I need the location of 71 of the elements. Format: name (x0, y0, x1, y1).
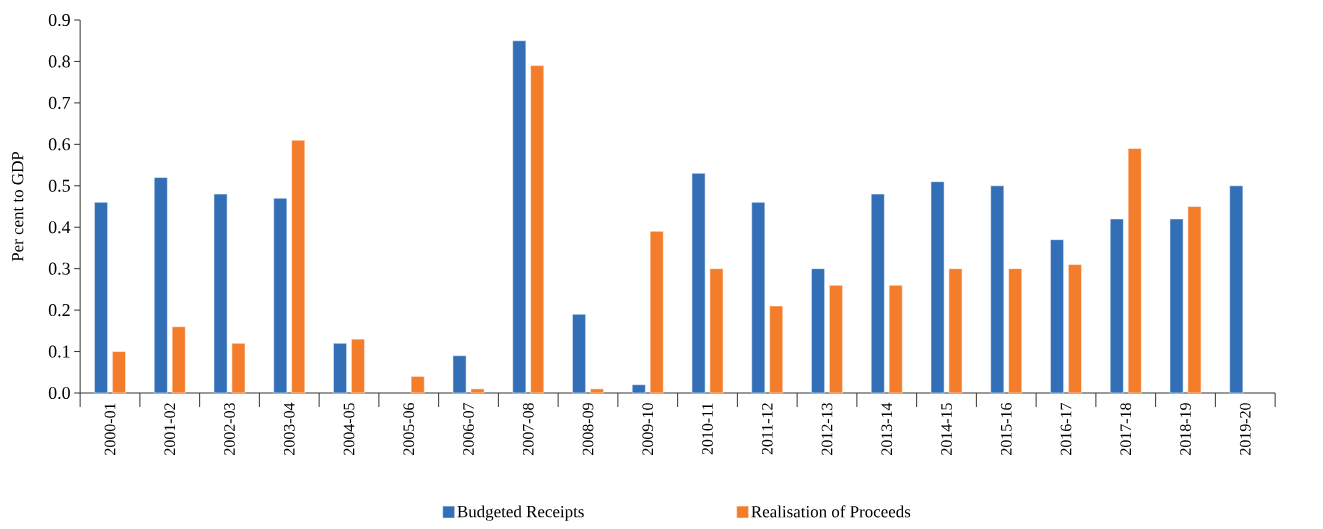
bar (751, 202, 766, 394)
bar (512, 40, 527, 394)
y-tick-label: 0.9 (48, 13, 70, 27)
bar (231, 343, 246, 394)
bar (811, 268, 825, 394)
x-tick-label: 2010-11 (702, 403, 713, 455)
y-tick-label: 0.4 (48, 221, 71, 234)
y-tick-label: 0.0 (48, 386, 70, 400)
bar (171, 326, 186, 394)
bar (291, 139, 306, 394)
y-tick-label: 0.2 (48, 304, 70, 317)
y-axis-title: Per cent to GDP (11, 151, 24, 262)
x-tick-label: 2016-17 (1060, 402, 1072, 455)
bar (631, 384, 646, 394)
bar (333, 343, 347, 394)
legend-label: Realisation of Proceeds (751, 505, 911, 518)
x-tick-label: 2012-13 (821, 403, 833, 455)
bar (590, 388, 604, 394)
bar (94, 202, 108, 394)
legend-label: Budgeted Receipts (457, 505, 584, 521)
y-tick-label: 0.6 (48, 138, 71, 151)
bar (153, 177, 168, 394)
bar (1229, 185, 1244, 394)
x-tick-label: 2003-04 (283, 402, 295, 455)
bar (572, 314, 586, 394)
bar (470, 388, 485, 394)
bar (948, 268, 963, 394)
x-tick-label: 2002-03 (224, 403, 235, 455)
x-tick-label: 2008-09 (582, 403, 594, 455)
y-tick-label: 0.1 (48, 345, 70, 358)
x-tick-label: 2009-10 (642, 403, 654, 455)
bar (410, 376, 425, 394)
y-tick-label: 0.3 (48, 262, 70, 275)
x-tick-label: 2001-02 (164, 403, 176, 455)
bar (1127, 148, 1142, 394)
bar (649, 231, 664, 394)
y-tick-label: 0.5 (48, 179, 70, 192)
x-tick-label: 2015-16 (1000, 402, 1012, 455)
x-tick-label: 2005-06 (403, 402, 415, 455)
bar (930, 181, 945, 394)
bar (691, 173, 706, 394)
x-tick-label: 2019-20 (1239, 403, 1251, 455)
x-tick-label: 2011-12 (761, 403, 773, 455)
bar (888, 285, 903, 394)
x-tick-label: 2014-15 (941, 403, 952, 455)
bar (870, 193, 885, 394)
bar (829, 285, 843, 394)
x-tick-label: 2013-14 (881, 402, 893, 455)
y-tick-label: 0.7 (48, 96, 71, 109)
bar (452, 355, 467, 394)
bar (273, 197, 288, 394)
bar (990, 185, 1005, 394)
bar (709, 268, 724, 394)
x-tick-label: 2000-01 (104, 403, 116, 455)
bar (1169, 218, 1184, 394)
x-tick-label: 2006-07 (463, 402, 474, 455)
x-tick-label: 2017-18 (1120, 403, 1132, 455)
bar (769, 305, 784, 394)
bar (1109, 218, 1124, 394)
bar (1187, 206, 1202, 394)
bar (213, 193, 228, 394)
x-tick-label: 2018-19 (1180, 403, 1191, 455)
bar (112, 351, 126, 394)
y-tick-label: 0.8 (48, 55, 70, 68)
bar (530, 65, 545, 394)
x-tick-label: 2004-05 (343, 403, 355, 455)
bar (1068, 264, 1082, 394)
bar (351, 338, 365, 394)
bar (1008, 268, 1023, 394)
bar (1050, 239, 1064, 394)
x-tick-label: 2007-08 (522, 403, 534, 455)
